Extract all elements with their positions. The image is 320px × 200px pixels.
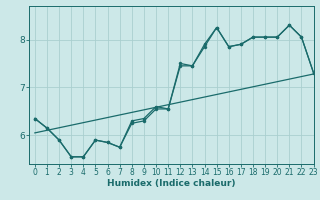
X-axis label: Humidex (Indice chaleur): Humidex (Indice chaleur) bbox=[107, 179, 236, 188]
